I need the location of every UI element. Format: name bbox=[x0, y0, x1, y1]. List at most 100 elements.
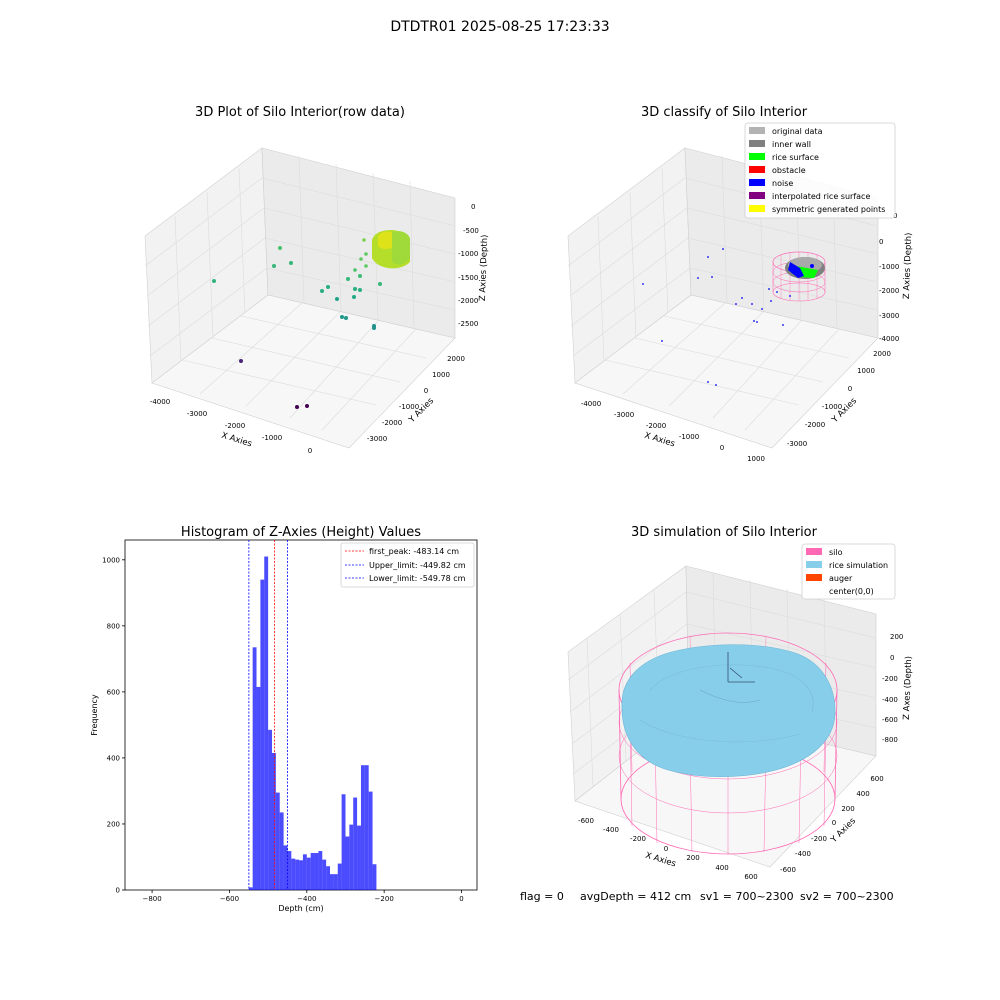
simulation-rice-surface bbox=[621, 644, 836, 777]
histogram-bar bbox=[318, 851, 323, 890]
raw-z-tick: -2500 bbox=[458, 320, 478, 328]
classify-z-tick: -2000 bbox=[879, 287, 899, 295]
histogram-bar bbox=[333, 874, 338, 890]
raw-data-point bbox=[289, 261, 293, 265]
simulation-legend-box bbox=[801, 543, 896, 600]
simulation-y-tick: -600 bbox=[780, 866, 796, 874]
simulation-x-tick: 200 bbox=[686, 854, 699, 862]
histogram-bar bbox=[337, 863, 342, 890]
classify-x-tick: -1000 bbox=[679, 433, 699, 441]
histogram-bar bbox=[268, 729, 272, 890]
histogram-x-tick-label: −400 bbox=[297, 895, 316, 903]
status-avg-depth: avgDepth = 412 cm bbox=[580, 890, 691, 903]
classify-legend-entry: noise bbox=[749, 179, 793, 188]
raw-z-tick: 0 bbox=[471, 203, 475, 211]
status-flag: flag = 0 bbox=[520, 890, 564, 903]
classify-plot-title: 3D classify of Silo Interior bbox=[641, 105, 808, 120]
classify-z-tick: -1000 bbox=[879, 263, 899, 271]
histogram-bar bbox=[357, 825, 361, 890]
classify-z-axis-label: Z Axies (Depth) bbox=[902, 232, 914, 299]
simulation-legend-entry: rice simulation bbox=[806, 561, 888, 570]
histogram-bar bbox=[248, 887, 253, 890]
classify-y-tick: 2000 bbox=[873, 350, 891, 358]
histogram-x-tick-label: −200 bbox=[375, 895, 394, 903]
raw-ring-side bbox=[392, 231, 410, 265]
classify-legend-box bbox=[744, 122, 896, 219]
simulation-z-axis-label: Z Axes (Depth) bbox=[902, 656, 914, 720]
legend-swatch bbox=[806, 561, 822, 568]
histogram-bar bbox=[330, 874, 334, 890]
simulation-legend-entry: auger bbox=[806, 574, 853, 583]
histogram-bar bbox=[252, 647, 257, 890]
raw-data-point bbox=[305, 404, 309, 408]
histogram-x-ticks: −800 −600 −400 −200 0 bbox=[142, 890, 464, 903]
histogram-x-axis-label: Depth (cm) bbox=[278, 904, 323, 913]
raw-z-tick: -2000 bbox=[458, 297, 478, 305]
classify-x-axis-label: X Axies bbox=[643, 431, 676, 450]
simulation-x-tick: 600 bbox=[744, 873, 757, 881]
raw-data-point bbox=[335, 297, 339, 301]
legend-swatch bbox=[749, 192, 765, 199]
histogram-x-tick-label: 0 bbox=[459, 895, 463, 903]
classify-legend-entry: interpolated rice surface bbox=[749, 192, 870, 201]
histogram-legend-box bbox=[340, 542, 475, 588]
status-footer: flag = 0 avgDepth = 412 cm sv1 = 700~230… bbox=[520, 890, 894, 903]
classify-x-tick: 1000 bbox=[747, 455, 765, 463]
histogram-bar bbox=[353, 797, 358, 890]
raw-data-point bbox=[372, 326, 376, 330]
simulation-x-tick: -600 bbox=[578, 817, 594, 825]
classify-z-tick-labels: 0 0 -1000 -2000 -3000 -4000 bbox=[879, 212, 899, 343]
raw-data-point bbox=[358, 288, 362, 292]
histogram-bar bbox=[372, 864, 377, 890]
simulation-z-tick-labels: 200 0 -200 -400 -600 -800 bbox=[882, 633, 903, 744]
raw-scatter-points bbox=[212, 229, 410, 409]
classify-floor-pane bbox=[574, 294, 879, 449]
raw-data-point bbox=[346, 277, 350, 281]
histogram-bar bbox=[302, 854, 307, 890]
histogram-bar bbox=[291, 858, 296, 890]
status-sv1: sv1 = 700~2300 bbox=[700, 890, 794, 903]
legend-label: Lower_limit: -549.78 cm bbox=[369, 574, 466, 583]
histogram-bar bbox=[345, 836, 350, 890]
classify-x-tick: 0 bbox=[720, 444, 724, 452]
classify-z-tick: 0 bbox=[879, 238, 883, 246]
raw-plot-title: 3D Plot of Silo Interior(row data) bbox=[195, 105, 405, 120]
simulation-z-tick: -600 bbox=[882, 716, 898, 724]
classify-y-tick: -2000 bbox=[805, 421, 825, 429]
classify-legend: original data inner wall rice surface ob… bbox=[744, 122, 896, 219]
histogram-bar bbox=[260, 579, 265, 890]
raw-data-point bbox=[212, 279, 216, 283]
histogram-bar bbox=[326, 866, 331, 890]
classify-y-tick: -3000 bbox=[787, 440, 807, 448]
classify-legend-entry: rice surface bbox=[749, 153, 819, 162]
histogram-bar bbox=[283, 845, 288, 890]
simulation-x-axis-label: X Axies bbox=[644, 851, 677, 870]
raw-z-axis-label: Z Axies (Depth) bbox=[478, 234, 490, 301]
status-sv2: sv2 = 700~2300 bbox=[800, 890, 894, 903]
histogram-y-tick-label: 400 bbox=[107, 754, 120, 762]
legend-swatch bbox=[749, 205, 765, 212]
legend-label: interpolated rice surface bbox=[772, 192, 870, 201]
classify-z-tick: -4000 bbox=[879, 335, 899, 343]
simulation-z-tick: -200 bbox=[882, 675, 898, 683]
raw-data-point bbox=[378, 282, 382, 286]
legend-swatch bbox=[806, 574, 822, 581]
histogram-plot-area bbox=[124, 539, 478, 891]
simulation-legend: silo rice simulation auger center(0,0) bbox=[801, 543, 896, 600]
histogram-bar bbox=[314, 853, 319, 890]
legend-label: auger bbox=[829, 574, 853, 583]
histogram-title: Histogram of Z-Axies (Height) Values bbox=[181, 525, 421, 540]
raw-data-point bbox=[358, 274, 362, 278]
raw-x-tick: -2000 bbox=[225, 422, 245, 430]
raw-data-point bbox=[359, 257, 363, 261]
legend-swatch bbox=[749, 179, 765, 186]
histogram-y-tick-label: 600 bbox=[107, 688, 120, 696]
simulation-legend-entry: silo bbox=[806, 548, 843, 557]
histogram-bar bbox=[295, 859, 300, 890]
raw-x-tick-labels: -4000 -3000 -2000 -1000 0 bbox=[150, 398, 312, 455]
histogram-bar bbox=[310, 853, 315, 890]
classify-y-tick-labels: 2000 1000 0 -1000 -2000 -3000 bbox=[787, 350, 891, 448]
raw-data-point bbox=[295, 405, 299, 409]
histogram-x-tick-label: −800 bbox=[142, 895, 161, 903]
